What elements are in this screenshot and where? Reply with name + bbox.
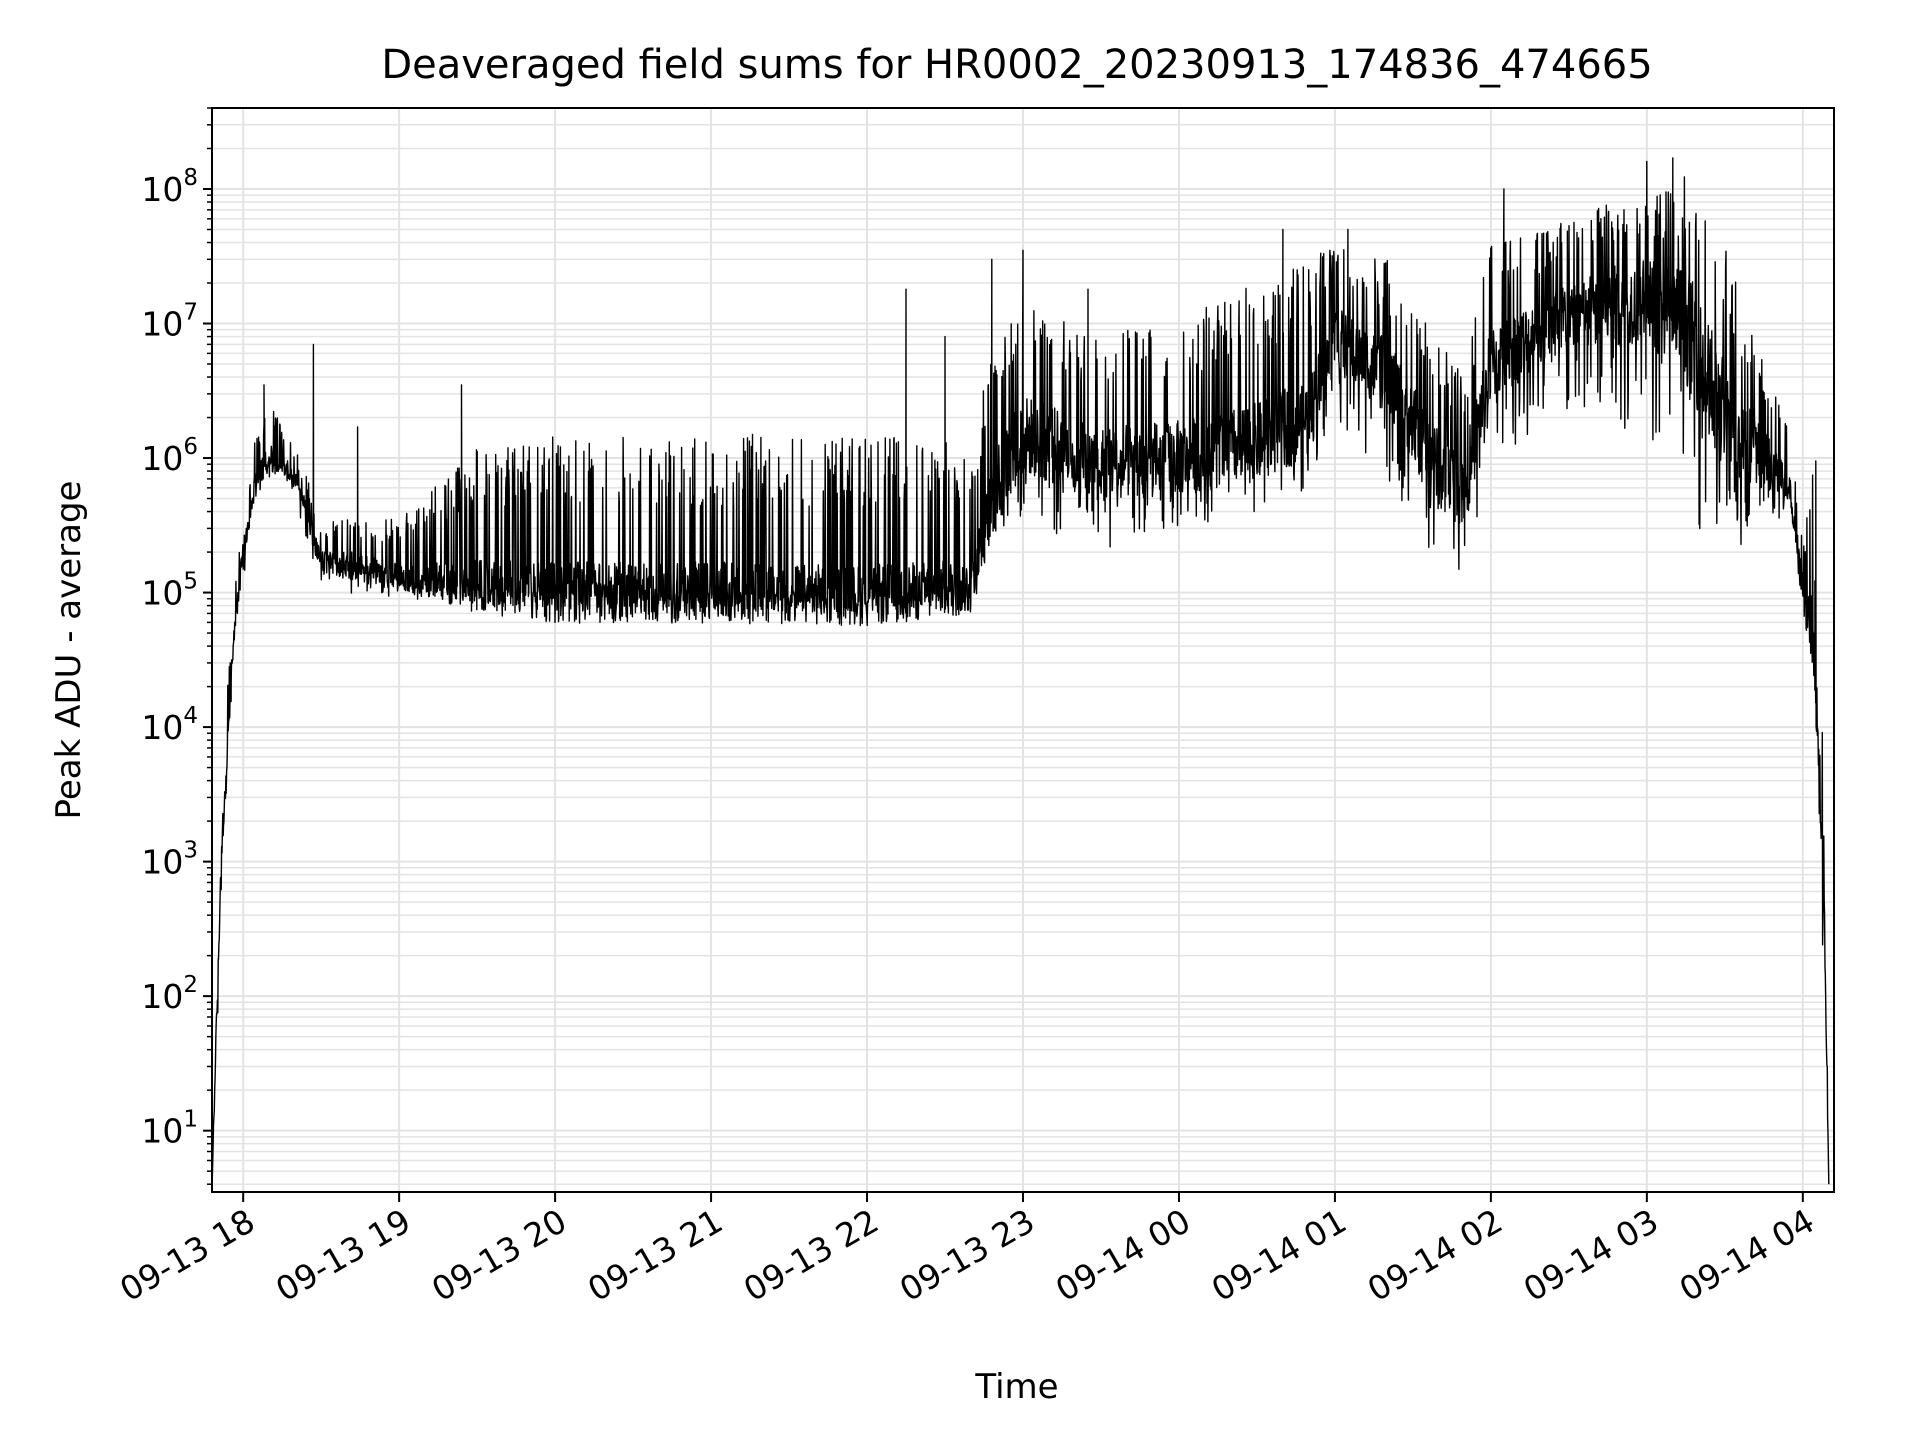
- y-tick-label: 106: [141, 434, 198, 478]
- x-tick-label: 09-14 03: [1517, 1201, 1665, 1309]
- y-tick-base: 10: [141, 574, 183, 613]
- y-axis-label: Peak ADU - average: [49, 481, 89, 820]
- y-tick-exponent: 8: [183, 165, 198, 191]
- y-tick-label: 104: [141, 703, 198, 747]
- x-tick-label: 09-13 19: [269, 1201, 417, 1309]
- series-line: [212, 157, 1830, 1185]
- x-axis: 09-13 18 09-13 19 09-13 20 09-13 21 09-13 22…: [113, 1192, 1821, 1309]
- y-tick-base: 10: [141, 305, 183, 344]
- y-tick-base: 10: [141, 439, 183, 478]
- x-tick-label: 09-13 22: [737, 1201, 885, 1309]
- y-tick-exponent: 2: [183, 972, 198, 998]
- y-tick-base: 10: [141, 977, 183, 1016]
- y-tick-base: 10: [141, 1112, 183, 1151]
- grid: [212, 107, 1834, 1192]
- y-tick-label: 105: [141, 569, 198, 613]
- x-tick-label: 09-13 20: [425, 1201, 573, 1309]
- y-tick-base: 10: [141, 708, 183, 747]
- y-tick-exponent: 5: [183, 569, 198, 595]
- y-tick-label: 107: [141, 300, 198, 344]
- y-tick-exponent: 1: [183, 1107, 198, 1133]
- plot-area: [212, 157, 1830, 1185]
- x-tick-label: 09-13 18: [113, 1201, 261, 1309]
- y-tick-exponent: 3: [183, 838, 198, 864]
- x-tick-label: 09-14 01: [1205, 1201, 1353, 1309]
- y-tick-exponent: 7: [183, 300, 198, 326]
- y-tick-label: 101: [141, 1107, 198, 1151]
- x-tick-label: 09-14 02: [1361, 1201, 1509, 1309]
- chart-title: Deaveraged field sums for HR0002_2023091…: [381, 42, 1652, 88]
- x-tick-label: 09-13 23: [893, 1201, 1041, 1309]
- x-axis-label: Time: [974, 1367, 1058, 1407]
- x-tick-label: 09-14 04: [1673, 1201, 1821, 1309]
- y-tick-label: 108: [141, 165, 198, 209]
- y-tick-label: 103: [141, 838, 198, 882]
- y-tick-label: 102: [141, 972, 198, 1016]
- y-tick-exponent: 6: [183, 434, 198, 460]
- x-tick-label: 09-14 00: [1049, 1201, 1197, 1309]
- y-tick-base: 10: [141, 170, 183, 209]
- y-tick-base: 10: [141, 843, 183, 882]
- x-tick-label: 09-13 21: [581, 1201, 729, 1309]
- y-tick-exponent: 4: [183, 703, 198, 729]
